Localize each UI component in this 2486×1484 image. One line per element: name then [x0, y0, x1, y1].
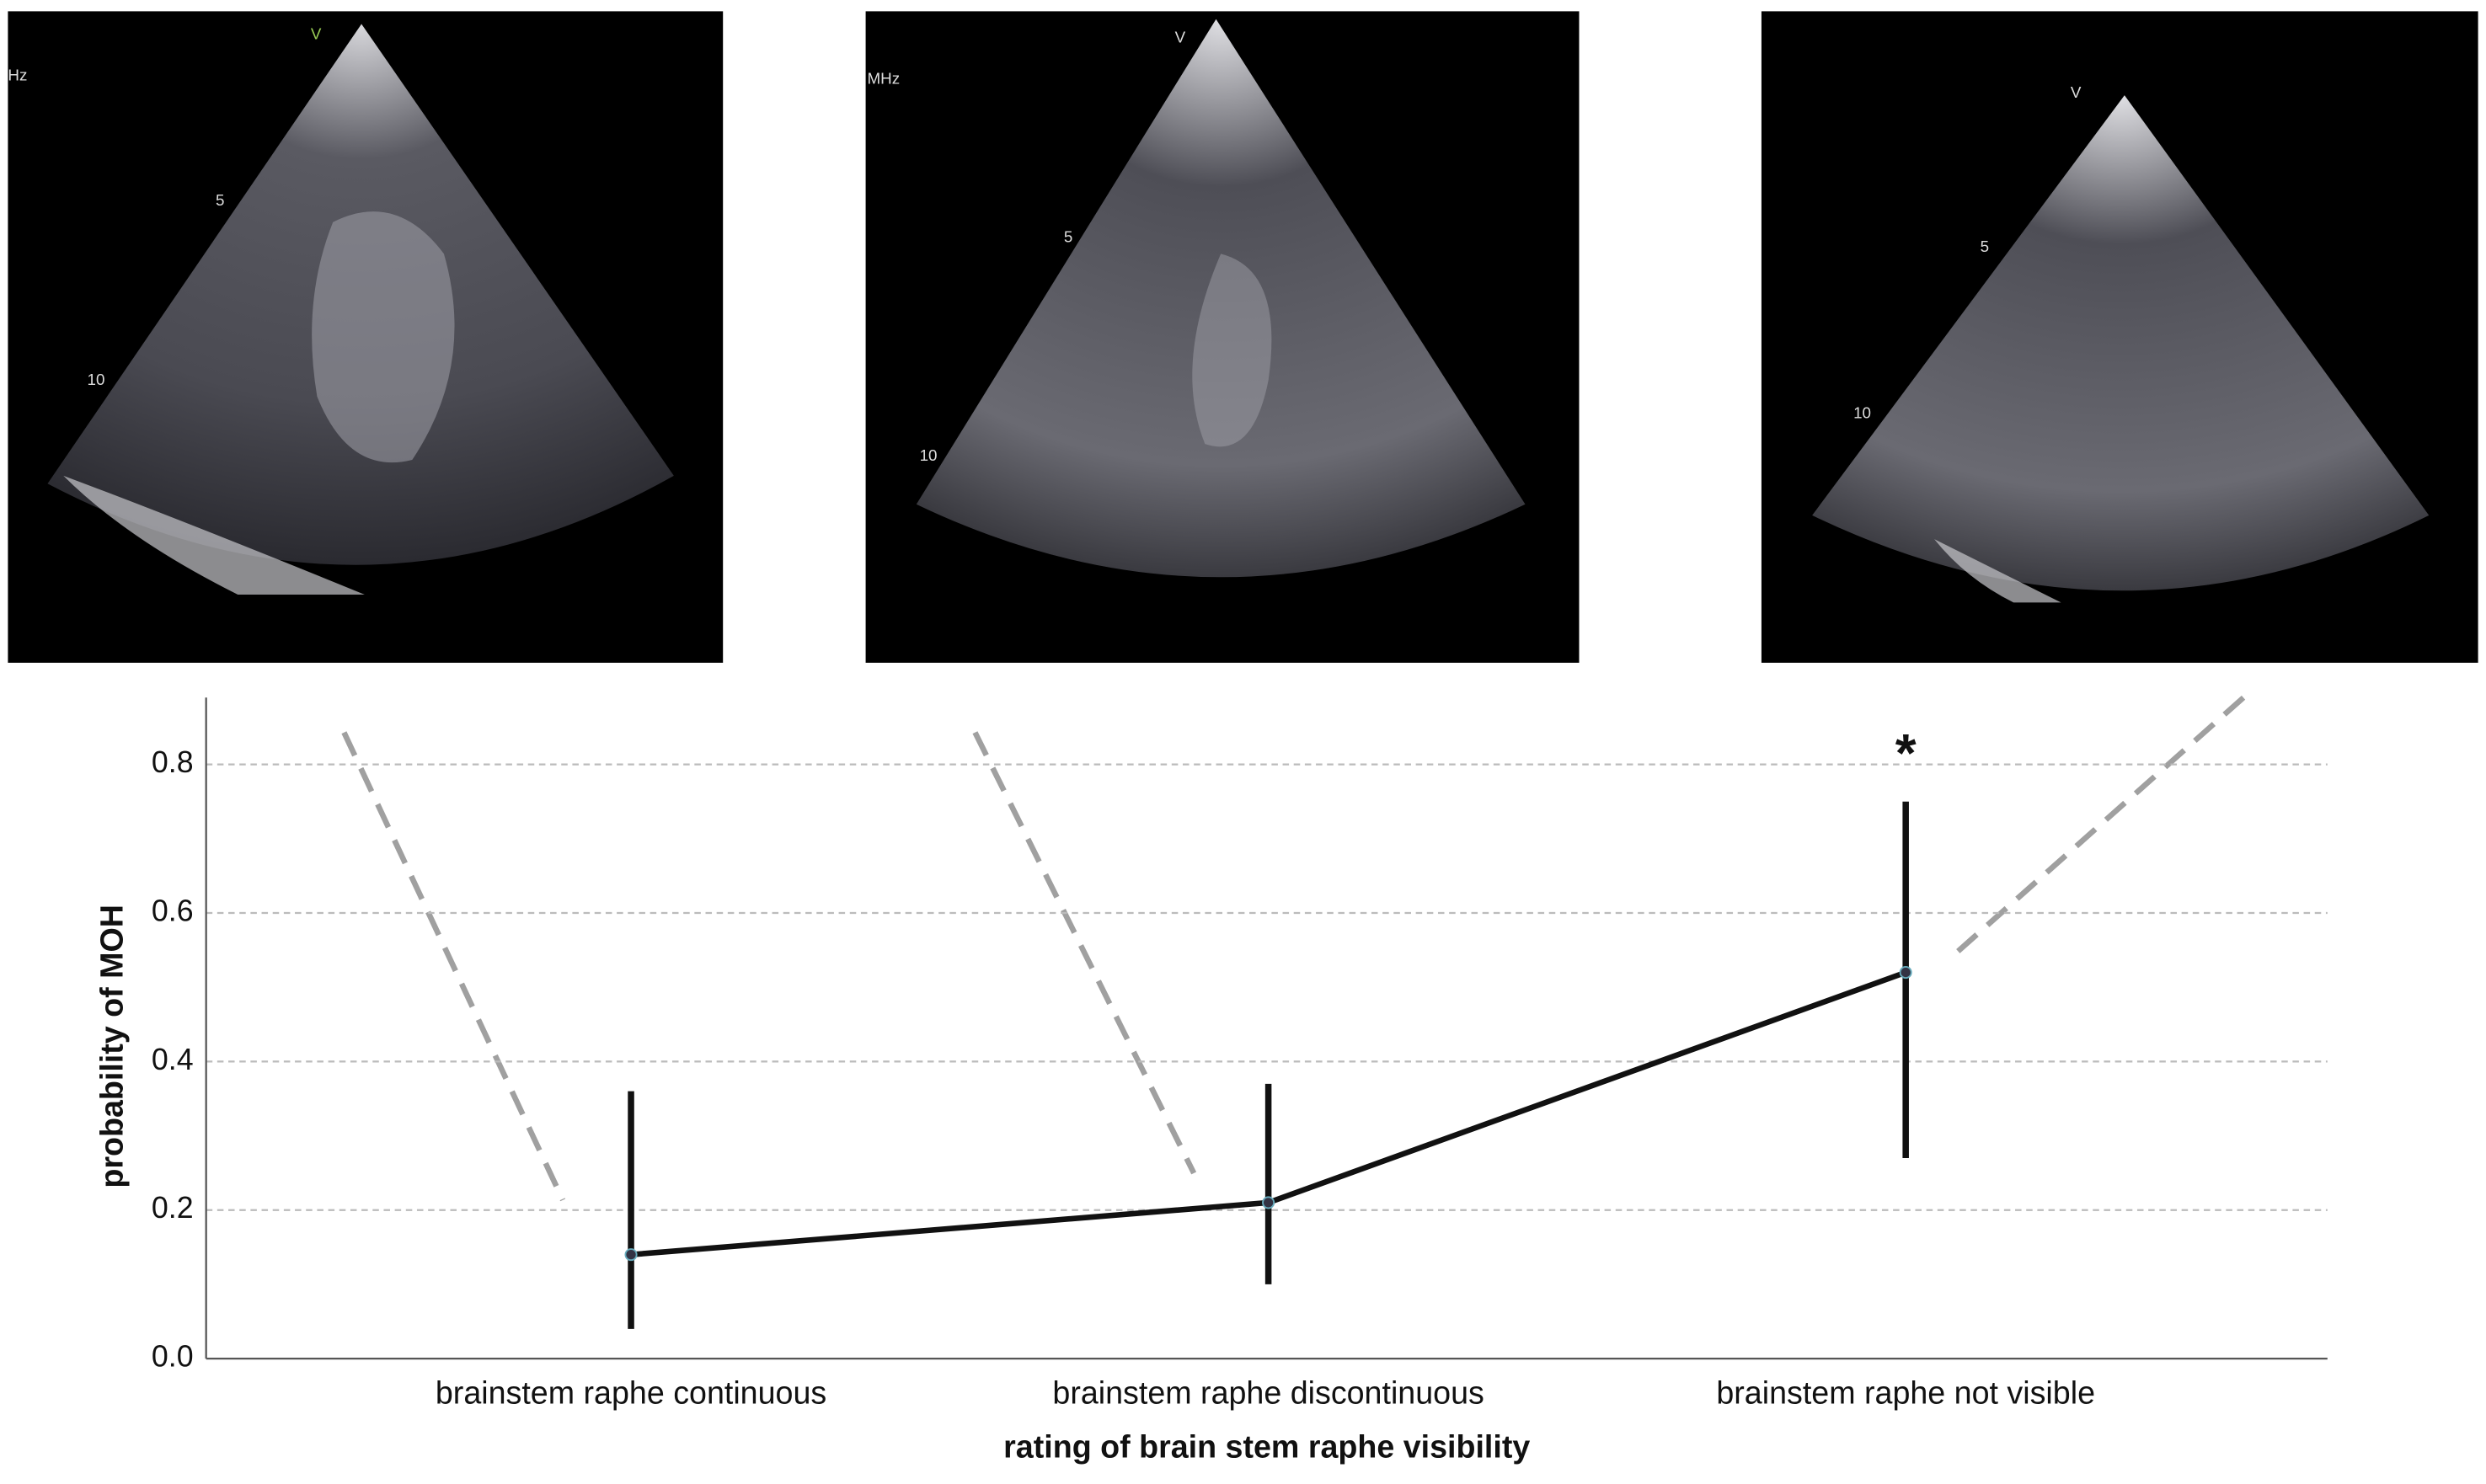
echo: [312, 211, 455, 463]
us-label: MHz: [867, 69, 900, 87]
y-tick-label: 0.2: [152, 1191, 194, 1225]
ultrasound-panel: V 5 10 Hz: [8, 11, 724, 663]
connectors: [341, 695, 2246, 1202]
point: [1262, 1196, 1275, 1209]
connector: [972, 731, 1197, 1175]
connector: [1956, 695, 2246, 953]
annotation: *: [1895, 723, 1917, 783]
connector: [341, 731, 566, 1202]
us-label: 10: [88, 371, 105, 388]
ultrasound-panel: V 5 10: [1761, 11, 2478, 663]
point: [624, 1248, 638, 1262]
echo: [63, 475, 365, 595]
y-tick-label: 0.8: [152, 745, 194, 779]
us-label: 10: [920, 446, 938, 464]
y-axis-title: probability of MOH: [94, 905, 129, 1188]
y-tick-label: 0.6: [152, 894, 194, 927]
y-tick-label: 0.4: [152, 1043, 194, 1076]
echo: [1192, 254, 1272, 447]
echo: [1934, 539, 2061, 603]
us-label: 5: [1064, 227, 1072, 245]
us-label: 5: [1981, 238, 1989, 255]
y-tick-label: 0.0: [152, 1340, 194, 1374]
ultrasound-panel: V MHz 5 10: [865, 11, 1580, 663]
x-tick-label: brainstem raphe discontinuous: [1052, 1375, 1484, 1410]
us-label: V: [2071, 83, 2082, 101]
us-label: V: [311, 25, 322, 43]
us-label: 5: [216, 191, 224, 209]
us-label: Hz: [8, 67, 27, 84]
us-label: 10: [1853, 403, 1871, 421]
us-label: V: [1175, 28, 1186, 45]
fan: [1812, 95, 2430, 591]
x-tick-label: brainstem raphe continuous: [436, 1375, 826, 1410]
point: [1899, 966, 1912, 980]
x-axis-title: rating of brain stem raphe visibility: [1003, 1428, 1530, 1464]
x-tick-label: brainstem raphe not visible: [1716, 1375, 2095, 1410]
